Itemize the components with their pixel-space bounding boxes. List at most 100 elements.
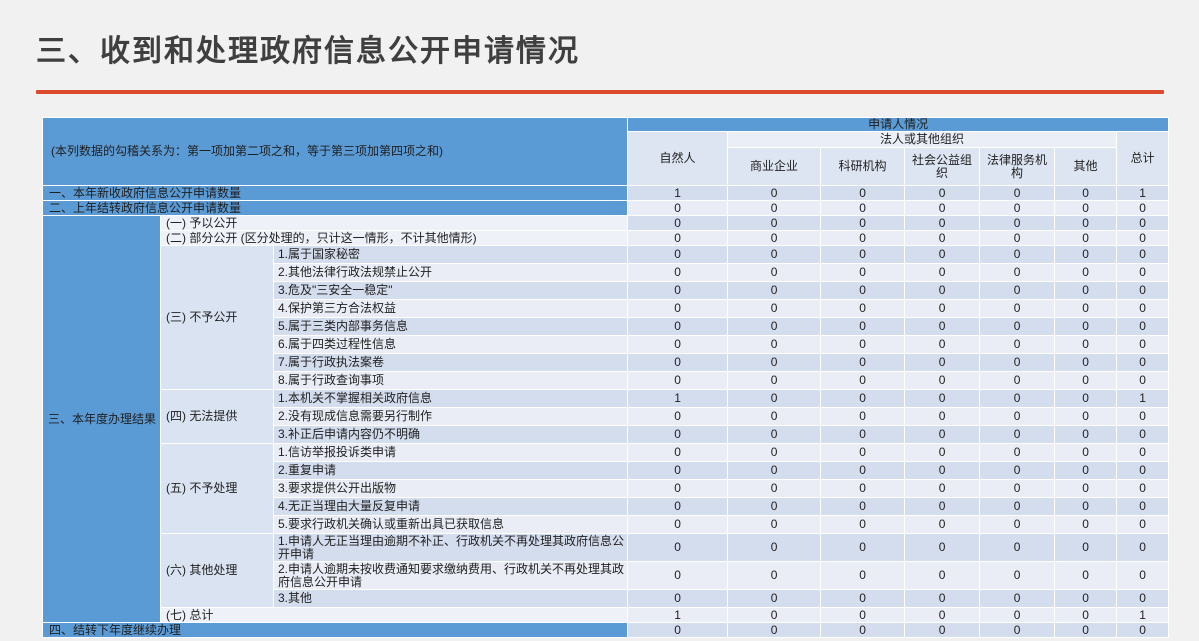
header-legal-org-group: 法人或其他组织 — [727, 131, 1118, 148]
value-cell: 0 — [727, 515, 822, 534]
table-row: (三) 不予公开 1.属于国家秘密 0 0 0 0 0 0 0 — [43, 245, 1170, 390]
table-corner-note: (本列数据的勾稽关系为：第一项加第二项之和，等于第三项加第四项之和) — [41, 117, 629, 186]
value-cell: 0 — [627, 589, 729, 608]
value-cell: 0 — [1116, 371, 1170, 390]
sub-item-label: 2.重复申请 — [272, 461, 629, 480]
value-cell: 0 — [820, 200, 906, 216]
category-row-label: (一) 予以公开 — [159, 215, 629, 231]
table-row: 三、本年度办理结果 (一) 予以公开 0 0 0 0 0 0 0 — [42, 215, 1170, 623]
value-cell: 0 — [727, 353, 822, 372]
value-cell: 0 — [904, 185, 981, 201]
table-row: 一、本年新收政府信息公开申请数量 1 0 0 0 0 0 1 — [41, 185, 1170, 201]
value-cell: 0 — [627, 200, 729, 216]
value-cell: 0 — [820, 533, 906, 562]
value-cell: 0 — [1116, 533, 1170, 562]
sub-item-label: 2.其他法律行政法规禁止公开 — [272, 263, 629, 282]
value-cell: 0 — [1054, 589, 1118, 608]
header-applicant-group: 申请人情况 — [627, 117, 1170, 132]
table-row: 6.属于四类过程性信息 0 0 0 0 0 0 0 — [43, 335, 1170, 354]
value-cell: 0 — [979, 389, 1056, 408]
value-cell: 0 — [727, 407, 822, 426]
value-cell: 0 — [979, 515, 1056, 534]
table-row: 2.其他法律行政法规禁止公开 0 0 0 0 0 0 0 — [43, 263, 1170, 282]
value-cell: 1 — [1116, 185, 1170, 201]
value-cell: 0 — [979, 622, 1056, 638]
value-cell: 0 — [727, 263, 822, 282]
value-cell: 1 — [1116, 607, 1170, 623]
value-cell: 0 — [979, 200, 1056, 216]
value-cell: 0 — [727, 443, 822, 462]
value-cell: 0 — [979, 497, 1056, 516]
value-cell: 0 — [727, 185, 822, 201]
value-cell: 0 — [979, 425, 1056, 444]
table-row: 4.保护第三方合法权益 0 0 0 0 0 0 0 — [43, 299, 1170, 318]
value-cell: 0 — [820, 561, 906, 590]
value-cell: 0 — [820, 515, 906, 534]
value-cell: 0 — [1116, 317, 1170, 336]
value-cell: 0 — [727, 461, 822, 480]
value-cell: 0 — [1116, 479, 1170, 498]
value-cell: 0 — [979, 589, 1056, 608]
value-cell: 0 — [1054, 299, 1118, 318]
value-cell: 0 — [1054, 245, 1118, 264]
value-cell: 0 — [820, 215, 906, 231]
value-cell: 0 — [1054, 622, 1118, 638]
value-cell: 0 — [979, 263, 1056, 282]
table-row: (六) 其他处理 1.申请人无正当理由逾期不补正、行政机关不再处理其政府信息公开申… — [43, 533, 1170, 608]
value-cell: 0 — [727, 299, 822, 318]
value-cell: 0 — [627, 533, 729, 562]
value-cell: 0 — [1116, 443, 1170, 462]
header-research-institution: 科研机构 — [820, 147, 906, 186]
value-cell: 0 — [1116, 335, 1170, 354]
sub-item-label: 3.要求提供公开出版物 — [272, 479, 629, 498]
category-row-label: (二) 部分公开 (区分处理的，只计这一情形，不计其他情形) — [159, 230, 629, 246]
value-cell: 0 — [820, 497, 906, 516]
category-label: (六) 其他处理 — [160, 533, 274, 608]
table-row: 4.无正当理由大量反复申请 0 0 0 0 0 0 0 — [43, 497, 1170, 516]
value-cell: 0 — [1116, 561, 1170, 590]
value-cell: 0 — [627, 461, 729, 480]
value-cell: 0 — [904, 317, 981, 336]
sub-item-label: 3.补正后申请内容仍不明确 — [272, 425, 629, 444]
header-total: 总计 — [1116, 131, 1170, 186]
value-cell: 0 — [904, 607, 981, 623]
value-cell: 0 — [627, 281, 729, 300]
value-cell: 0 — [727, 317, 822, 336]
sub-item-label: 7.属于行政执法案卷 — [272, 353, 629, 372]
value-cell: 0 — [979, 407, 1056, 426]
sub-item-label: 4.无正当理由大量反复申请 — [272, 497, 629, 516]
table-row: (七) 总计 1 0 0 0 0 0 1 — [43, 607, 1170, 623]
value-cell: 0 — [979, 317, 1056, 336]
info-disclosure-requests-table: (本列数据的勾稽关系为：第一项加第二项之和，等于第三项加第四项之和) 申请人情况… — [41, 117, 1170, 638]
value-cell: 1 — [627, 389, 729, 408]
value-cell: 0 — [820, 425, 906, 444]
table-row: 3.补正后申请内容仍不明确 0 0 0 0 0 0 0 — [43, 425, 1170, 444]
value-cell: 0 — [1054, 200, 1118, 216]
value-cell: 0 — [904, 230, 981, 246]
value-cell: 0 — [727, 245, 822, 264]
category-label: (五) 不予处理 — [160, 443, 274, 534]
value-cell: 0 — [1116, 461, 1170, 480]
value-cell: 0 — [820, 299, 906, 318]
category-row-label: (七) 总计 — [159, 607, 629, 623]
value-cell: 0 — [904, 461, 981, 480]
header-other-org: 其他 — [1054, 147, 1118, 186]
value-cell: 0 — [820, 317, 906, 336]
table-row: (五) 不予处理 1.信访举报投诉类申请 0 0 0 0 0 0 0 — [43, 443, 1170, 534]
value-cell: 0 — [1054, 497, 1118, 516]
value-cell: 0 — [904, 515, 981, 534]
value-cell: 0 — [727, 589, 822, 608]
value-cell: 0 — [627, 299, 729, 318]
section-row-label: 二、上年结转政府信息公开申请数量 — [41, 200, 629, 216]
value-cell: 0 — [979, 561, 1056, 590]
value-cell: 0 — [820, 389, 906, 408]
table-row: 二、上年结转政府信息公开申请数量 0 0 0 0 0 0 0 — [41, 200, 1170, 216]
value-cell: 0 — [1054, 371, 1118, 390]
value-cell: 0 — [904, 622, 981, 638]
value-cell: 0 — [1054, 263, 1118, 282]
value-cell: 0 — [820, 622, 906, 638]
value-cell: 0 — [727, 561, 822, 590]
value-cell: 0 — [820, 607, 906, 623]
sub-item-label: 1.属于国家秘密 — [272, 245, 629, 264]
